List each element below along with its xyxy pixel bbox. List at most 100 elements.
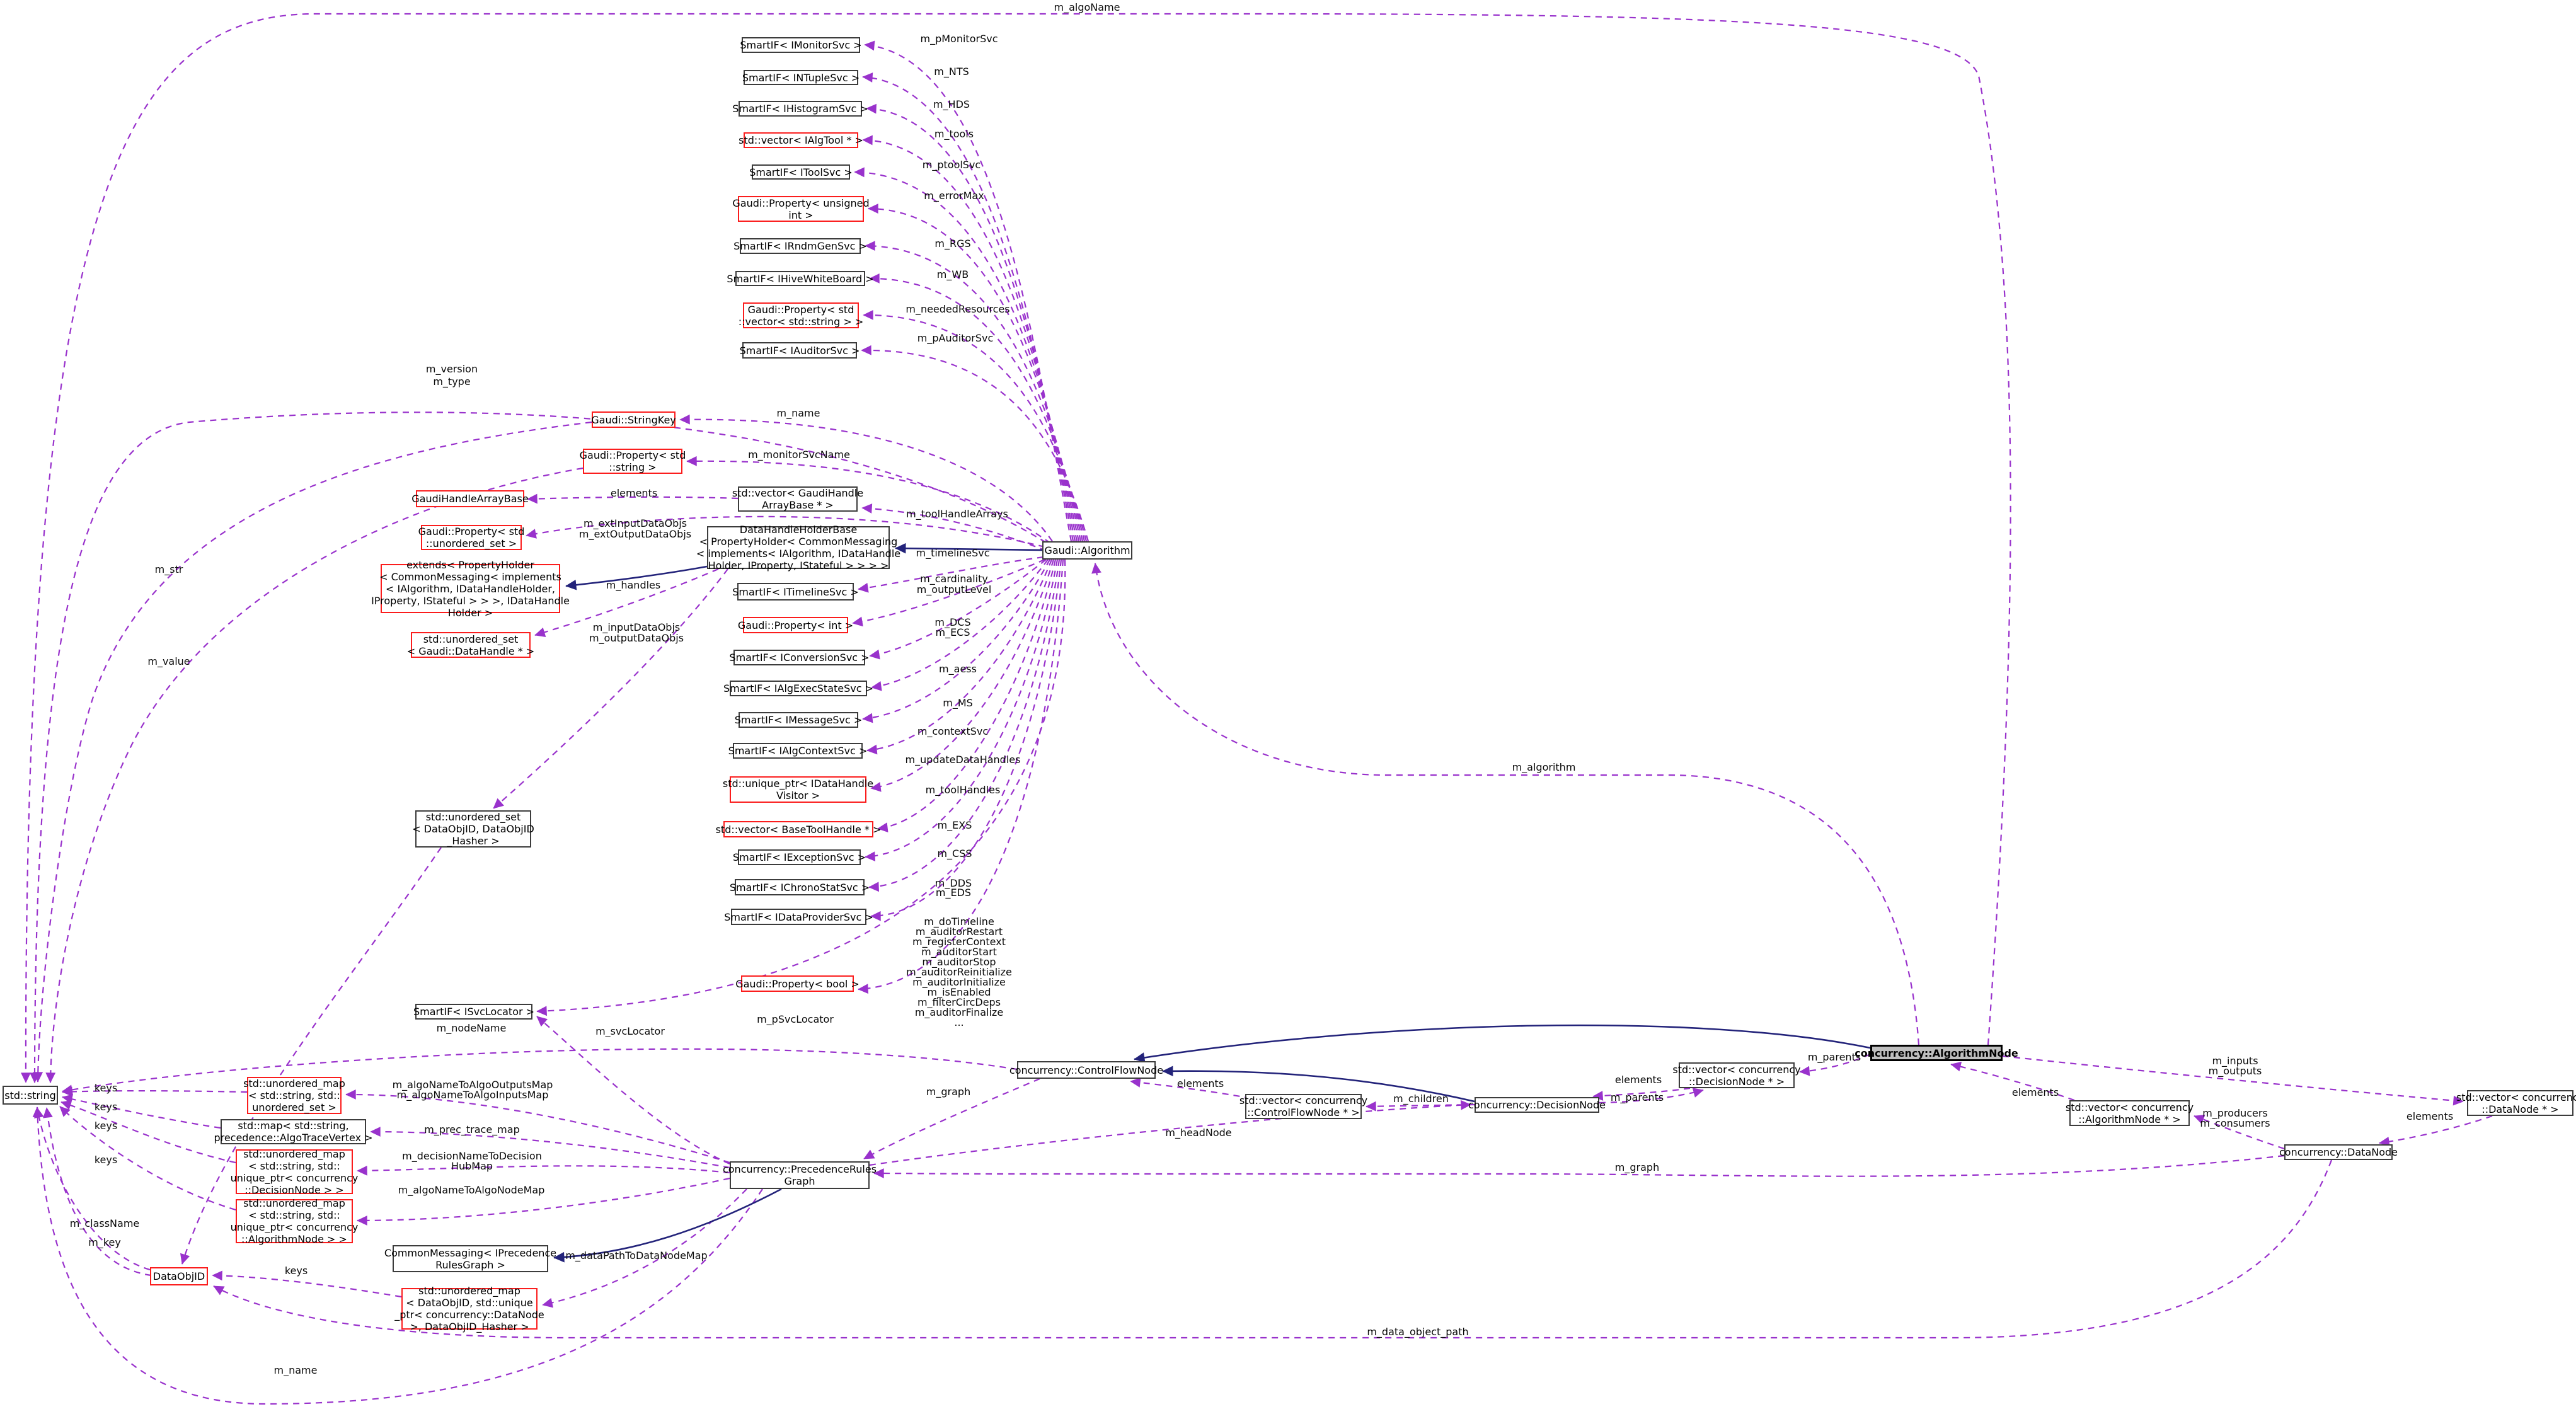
node-umap-string-uset[interactable]: std::unordered_map < std::string, std:: un… [243, 1077, 345, 1114]
node-uptr-idatahandlevisitor[interactable]: std::unique_ptr< IDataHandle Visitor > [723, 776, 873, 803]
node-smartif-imessagesvc[interactable]: SmartIF< IMessageSvc > [735, 712, 862, 728]
edge-m_handles [534, 568, 719, 638]
edge-m_EXS [865, 559, 1059, 861]
node-datanode[interactable]: concurrency::DataNode [2279, 1144, 2398, 1160]
node-prop-bool[interactable]: Gaudi::Property< bool > [735, 975, 860, 992]
node-smartif-ialgexecstatesvc[interactable]: SmartIF< IAlgExecStateSvc > [723, 681, 873, 696]
node-label-line: unordered_set > [252, 1101, 336, 1113]
node-smartif-intuplesvc[interactable]: SmartIF< INTupleSvc > [742, 70, 860, 85]
node-label-line: std::map< std::string, [238, 1120, 349, 1132]
edge-label-m-registercontext: m_registerContext [912, 936, 1006, 948]
node-prop-int[interactable]: Gaudi::Property< int > [738, 617, 853, 633]
node-smartif-itimelinesvc[interactable]: SmartIF< ITimelineSvc > [732, 583, 859, 601]
node-controlflownode[interactable]: concurrency::ControlFlowNode [1009, 1061, 1163, 1079]
edge-label-keys: keys [284, 1265, 308, 1277]
edge-m_graph-datanode [873, 1154, 2285, 1178]
edge-label-m-dotimeline: m_doTimeline [924, 916, 994, 928]
node-smartif-irndmgensvc[interactable]: SmartIF< IRndmGenSvc > [733, 238, 867, 254]
node-label-line: std::vector< concurrency [2456, 1091, 2576, 1103]
edge-label-m-auditorstop: m_auditorStop [922, 956, 996, 968]
edge-label-m-value: m_value [147, 655, 190, 667]
node-smartif-isvclocator[interactable]: SmartIF< ISvcLocator > [413, 1004, 534, 1020]
node-extends-propertyholder[interactable]: extends< PropertyHolder < CommonMessaging… [371, 559, 570, 619]
node-label-line: SmartIF< IHistogramSvc > [732, 103, 868, 115]
edge-m_DCS-ECS [869, 559, 1047, 660]
node-label-line: Gaudi::Property< unsigned [732, 197, 870, 209]
edge-label-m-graph: m_graph [926, 1086, 971, 1098]
node-gaudi-algorithm[interactable]: Gaudi::Algorithm [1042, 541, 1132, 560]
edge-label--: ... [954, 1016, 964, 1028]
edge-m_NTS [862, 72, 1074, 542]
node-vector-algorithmnode[interactable]: std::vector< concurrency::AlgorithmNode … [2066, 1100, 2194, 1126]
node-gaudihandlearraybase[interactable]: GaudiHandleArrayBase [411, 490, 529, 507]
node-prop-unordered-set[interactable]: Gaudi::Property< std::unordered_set > [418, 525, 524, 550]
edge-label-m-nodename: m_nodeName [436, 1022, 507, 1034]
node-umap-algorithmnode[interactable]: std::unordered_map < std::string, std:: un… [231, 1197, 359, 1245]
node-decisionnode[interactable]: concurrency::DecisionNode [1468, 1097, 1606, 1113]
node-label-line: < Gaudi::DataHandle * > [406, 645, 535, 657]
edge-keys-umap-an [59, 1106, 236, 1211]
node-map-algotracevertex[interactable]: std::map< std::string, precedence::AlgoTr… [214, 1119, 373, 1144]
node-umap-decisionnode[interactable]: std::unordered_map < std::string, std:: un… [231, 1148, 359, 1196]
edge-m_algoNameToAlgoOutInMap [345, 1089, 730, 1164]
node-vector-decisionnode[interactable]: std::vector< concurrency::DecisionNode *… [1672, 1062, 1801, 1088]
edge-elements-an [1950, 1061, 2075, 1101]
node-label-line: unique_ptr< concurrency [230, 1171, 359, 1184]
node-label-line: std::unique_ptr< IDataHandle [722, 778, 874, 790]
node-smartif-iexceptionsvc[interactable]: SmartIF< IExceptionSvc > [733, 849, 866, 865]
node-label-line: CommonMessaging< IPrecedence [384, 1246, 557, 1259]
node-label-line: < implements< IAlgorithm, IDataHandle [696, 548, 901, 560]
edge-label-elements: elements [2406, 1110, 2454, 1122]
edge-label-m-toolhandles: m_toolHandles [925, 784, 1001, 796]
node-label-line: int > [788, 209, 814, 221]
node-std-string[interactable]: std::string [3, 1086, 58, 1105]
node-smartif-itoolsvc[interactable]: SmartIF< IToolSvc > [749, 164, 853, 180]
edge-label-m-neededresources: m_neededResources [906, 303, 1010, 315]
edge-m_timelineSvc [858, 556, 1044, 593]
node-label-line: precedence::AlgoTraceVertex > [214, 1132, 373, 1144]
edge-keys-set-dataobjid [180, 847, 442, 1265]
node-label-line: std::string [4, 1089, 56, 1101]
node-smartif-idataprovidersvc[interactable]: SmartIF< IDataProviderSvc > [724, 909, 873, 925]
edge-label-elements: elements [610, 487, 658, 499]
node-smartif-ihistogramsvc[interactable]: SmartIF< IHistogramSvc > [732, 101, 868, 117]
node-vector-gaudihandlearraybase[interactable]: std::vector< GaudiHandle ArrayBase * > [732, 486, 863, 512]
edge-inherit-algorithm-dhhb [895, 543, 1043, 554]
edge-m_parents-an [1799, 1053, 1871, 1076]
node-label-line: Gaudi::Property< bool > [735, 977, 860, 990]
node-vector-datanode[interactable]: std::vector< concurrency::DataNode * > [2456, 1090, 2576, 1116]
node-label-line: concurrency::DataNode [2279, 1146, 2398, 1158]
node-set-gaudidatahandle[interactable]: std::unordered_set < Gaudi::DataHandle * … [407, 632, 534, 658]
node-vector-basetoolhandle[interactable]: std::vector< BaseToolHandle * > [716, 821, 881, 837]
node-prop-unsigned-int[interactable]: Gaudi::Property< unsigned int > [732, 196, 870, 222]
edge-label-m-decisionnametodecision: m_decisionNameToDecision [402, 1150, 542, 1162]
node-precedencerulesgraph[interactable]: concurrency::PrecedenceRules Graph [723, 1161, 877, 1189]
node-umap-dataobjid-datanode[interactable]: std::unordered_map < DataObjID, std::uniq… [394, 1285, 544, 1333]
edge-label-hubmap: HubMap [451, 1160, 493, 1172]
node-prop-string[interactable]: Gaudi::Property< std::string > [580, 449, 686, 474]
edge-label-m-timelinesvc: m_timelineSvc [916, 547, 990, 559]
node-set-dataobjid[interactable]: std::unordered_set < DataObjID, DataObjID… [412, 810, 534, 848]
node-algorithmnode[interactable]: concurrency::AlgorithmNode [1854, 1045, 2018, 1061]
edge-m_str [33, 421, 592, 1083]
node-label-line: std::unordered_map [243, 1197, 345, 1209]
node-prop-vec-string[interactable]: Gaudi::Property< std::vector< std::strin… [739, 302, 863, 328]
node-smartif-ihivewhiteboard[interactable]: SmartIF< IHiveWhiteBoard > [727, 271, 874, 286]
node-label-line: ::unordered_set > [425, 537, 517, 549]
node-dataobjid[interactable]: DataObjID [150, 1267, 208, 1285]
node-label-line: SmartIF< IToolSvc > [749, 166, 853, 178]
node-gaudi-stringkey[interactable]: Gaudi::StringKey [591, 411, 676, 428]
edge-m_cardinality-outputLevel [852, 558, 1045, 627]
node-smartif-imonitorsvc[interactable]: SmartIF< IMonitorSvc > [740, 37, 862, 53]
node-vector-controlflownode[interactable]: std::vector< concurrency::ControlFlowNod… [1239, 1094, 1367, 1119]
node-datahandleholderbase[interactable]: DataHandleHolderBase < PropertyHolder< Co… [696, 524, 900, 572]
edge-label-m-data-object-path: m_data_object_path [1367, 1326, 1469, 1338]
edge-label-m-auditorrestart: m_auditorRestart [915, 926, 1003, 938]
node-smartif-iauditorsvc[interactable]: SmartIF< IAuditorSvc > [740, 342, 860, 359]
node-smartif-ichronostatsvc[interactable]: SmartIF< IChronoStatSvc > [730, 879, 870, 895]
node-commonmessaging[interactable]: CommonMessaging< IPrecedence RulesGraph > [384, 1245, 556, 1272]
node-smartif-ialgcontextsvc[interactable]: SmartIF< IAlgContextSvc > [728, 743, 867, 759]
edge-label-m-tools: m_tools [934, 128, 974, 140]
node-vector-ialgtool[interactable]: std::vector< IAlgTool * > [739, 132, 863, 148]
node-smartif-iconversionsvc[interactable]: SmartIF< IConversionSvc > [729, 650, 870, 665]
